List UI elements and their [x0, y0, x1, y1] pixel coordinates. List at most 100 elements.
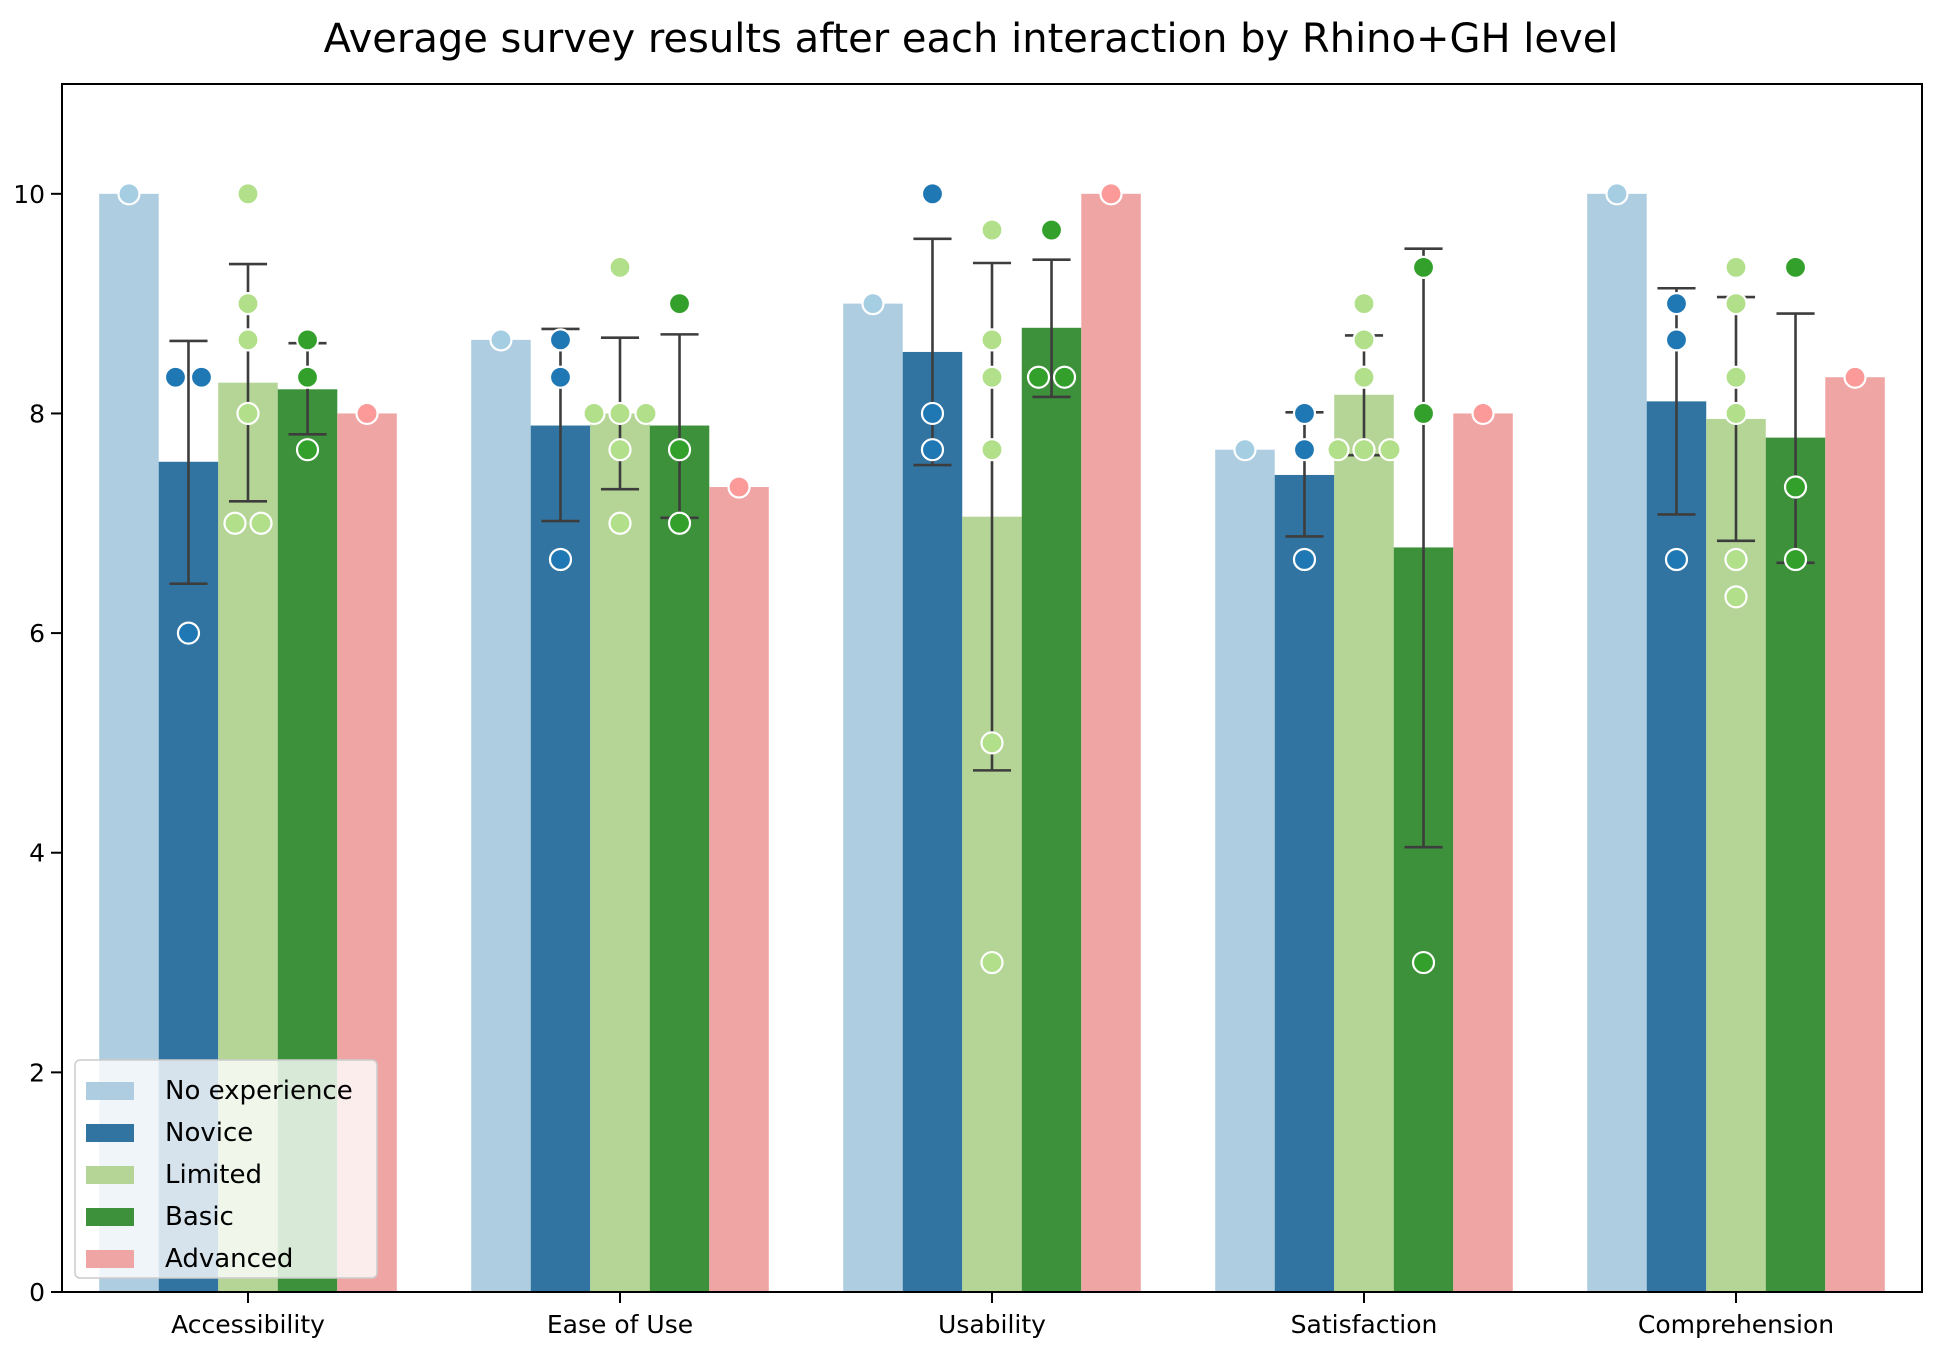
data-point	[1411, 950, 1436, 975]
bar-novice-4	[1646, 401, 1707, 1293]
data-point	[295, 438, 320, 462]
data-point	[1233, 438, 1257, 462]
data-point	[980, 218, 1004, 242]
data-point	[249, 511, 273, 535]
bars-layer	[99, 193, 1885, 1293]
bar-advanced-4	[1825, 377, 1885, 1292]
bar-no-experience-1	[471, 339, 531, 1293]
data-point	[634, 401, 658, 426]
bar-novice-3	[1274, 474, 1335, 1292]
bar-no-experience-3	[1215, 449, 1275, 1292]
y-tick-label: 10	[13, 180, 45, 209]
data-point	[295, 365, 320, 389]
legend-swatch	[86, 1250, 134, 1268]
data-point	[236, 401, 260, 426]
data-point	[548, 365, 573, 389]
data-point	[608, 401, 632, 426]
data-point	[548, 547, 573, 572]
data-point	[1724, 365, 1748, 389]
data-point	[667, 292, 692, 316]
data-point	[489, 328, 513, 352]
data-point	[1724, 401, 1748, 426]
bar-no-experience-4	[1587, 193, 1647, 1293]
bar-no-experience-2	[843, 303, 903, 1292]
data-point	[1099, 182, 1123, 206]
data-point	[1724, 292, 1748, 316]
data-point	[236, 292, 260, 316]
error-bar	[169, 339, 208, 585]
data-point	[236, 328, 260, 352]
x-tick-label: Usability	[938, 1310, 1046, 1339]
data-point	[980, 438, 1004, 462]
y-tick-label: 6	[29, 619, 45, 648]
data-point	[1664, 328, 1689, 352]
data-point	[980, 365, 1004, 389]
data-point	[189, 365, 214, 389]
data-point	[727, 475, 751, 499]
data-point	[667, 438, 692, 462]
y-tick-label: 0	[29, 1278, 45, 1307]
data-point	[1378, 438, 1402, 462]
legend-swatch	[86, 1208, 134, 1226]
axes-layer: 0 2 4 6 8 10 Accessibility Ease of Use Usability…	[13, 83, 1923, 1339]
error-bar	[1404, 247, 1443, 849]
data-point	[980, 328, 1004, 352]
error-bar	[913, 237, 952, 467]
data-point	[608, 255, 632, 279]
y-tick-label: 8	[29, 399, 45, 428]
error-bars-layer	[169, 237, 1815, 849]
data-point	[236, 182, 260, 206]
data-point	[1292, 438, 1317, 462]
bar-limited-1	[590, 413, 650, 1292]
data-point	[1352, 365, 1376, 389]
data-point	[1411, 401, 1436, 426]
data-point	[295, 328, 320, 352]
data-point	[1039, 218, 1064, 242]
data-point	[1664, 292, 1689, 316]
data-point	[920, 182, 945, 206]
bar-novice-2	[902, 351, 963, 1292]
data-point	[608, 438, 632, 462]
error-bar	[1657, 286, 1696, 516]
legend-swatch	[86, 1166, 134, 1184]
data-point	[582, 401, 606, 426]
bar-advanced-2	[1081, 193, 1141, 1293]
data-point	[1411, 255, 1436, 279]
data-point	[1783, 475, 1808, 499]
data-point	[1292, 401, 1317, 426]
data-point	[1352, 328, 1376, 352]
y-tick-label: 4	[29, 839, 45, 868]
data-point	[1783, 547, 1808, 572]
data-point	[1724, 255, 1748, 279]
data-point	[117, 182, 141, 206]
bar-basic-2	[1021, 327, 1082, 1292]
bar-limited-3	[1334, 394, 1394, 1292]
data-point	[608, 511, 632, 535]
data-point	[920, 401, 945, 426]
data-point	[1605, 182, 1629, 206]
legend-swatch	[86, 1124, 134, 1142]
legend-label: Limited	[165, 1160, 262, 1190]
data-point	[163, 365, 188, 389]
chart-title: Average survey results after each intera…	[324, 16, 1619, 62]
data-point	[176, 621, 201, 645]
data-point	[1724, 585, 1748, 609]
y-tick-label: 2	[29, 1058, 45, 1087]
data-point	[1664, 547, 1689, 572]
legend-swatch	[86, 1082, 134, 1100]
data-point	[980, 731, 1004, 755]
data-point	[1352, 438, 1376, 462]
data-point	[1326, 438, 1350, 462]
legend: No experience Novice Limited Basic Advanced	[74, 1059, 378, 1279]
data-point	[355, 401, 379, 426]
data-point	[1352, 292, 1376, 316]
bar-advanced-1	[709, 487, 769, 1292]
data-point	[548, 328, 573, 352]
legend-box	[74, 1059, 378, 1279]
legend-label: Advanced	[165, 1244, 293, 1274]
x-tick-label: Ease of Use	[547, 1310, 693, 1339]
data-point	[1471, 401, 1495, 426]
legend-label: Novice	[165, 1118, 253, 1148]
